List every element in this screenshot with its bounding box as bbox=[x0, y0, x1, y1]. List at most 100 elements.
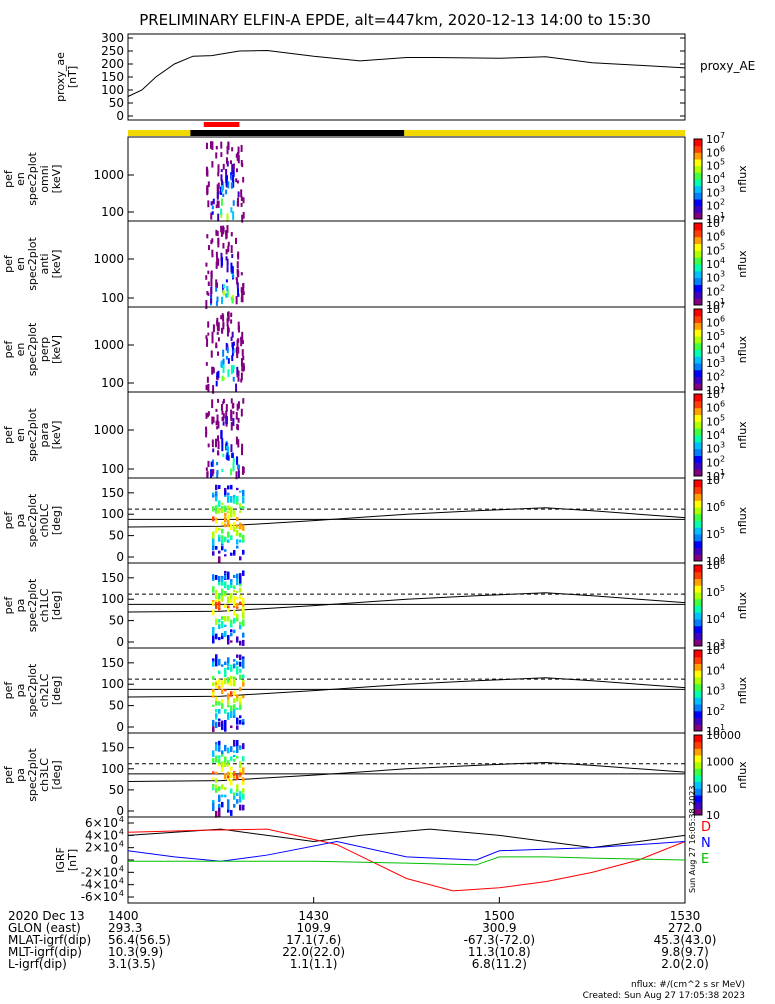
spectrogram-blob bbox=[205, 311, 245, 394]
colorbar-segment bbox=[694, 250, 702, 258]
pitch-cell bbox=[224, 725, 227, 732]
pitch-cell bbox=[212, 771, 215, 775]
y-axis-label: ch1LC bbox=[38, 588, 51, 622]
colorbar-tick: 10 bbox=[706, 725, 720, 738]
spectrogram-cell bbox=[215, 261, 218, 269]
panel-frame bbox=[127, 477, 686, 564]
pitch-cell bbox=[215, 744, 218, 751]
spectrogram-cell bbox=[227, 312, 230, 317]
pitch-cell bbox=[242, 506, 245, 510]
colorbar-tick: 100 bbox=[706, 782, 727, 795]
pitch-cell bbox=[236, 539, 239, 545]
y-tick-label: 0 bbox=[110, 853, 118, 867]
pitch-cell bbox=[221, 537, 224, 544]
spectrogram-cell bbox=[230, 207, 233, 213]
colorbar-exp: 6 bbox=[720, 557, 725, 566]
spectrogram-cell bbox=[237, 417, 240, 423]
spectrogram-cell bbox=[232, 348, 235, 354]
colorbar-tick: 10 bbox=[706, 501, 720, 514]
pitch-cell bbox=[239, 674, 242, 680]
colorbar-tick: 10 bbox=[706, 160, 720, 173]
colorbar-exp: 4 bbox=[720, 256, 725, 265]
spectrogram-cell bbox=[231, 343, 234, 350]
pitch-cell bbox=[236, 545, 239, 549]
pitch-cell bbox=[233, 704, 236, 709]
spectrogram-cell bbox=[210, 350, 213, 358]
colorbar-tick: 10 bbox=[706, 303, 720, 316]
pitch-cell bbox=[221, 593, 224, 598]
pitch-cell bbox=[236, 526, 239, 529]
spectrogram-cell bbox=[207, 281, 210, 287]
footer-row-value: 293.3 bbox=[108, 921, 142, 935]
pitch-cell bbox=[227, 573, 230, 580]
colorbar-tick: 10 bbox=[706, 429, 720, 442]
pitch-cell bbox=[221, 699, 224, 703]
y-axis-label: ela bbox=[0, 171, 3, 188]
pitch-cell bbox=[218, 718, 221, 721]
pitch-cell bbox=[233, 494, 236, 500]
spectrogram-cell bbox=[231, 294, 234, 300]
colorbar-segment bbox=[694, 336, 702, 344]
colorbar-tick: 10 bbox=[706, 371, 720, 384]
spectrogram-cell bbox=[215, 152, 218, 159]
colorbar-frame bbox=[693, 649, 703, 732]
pitch-cell bbox=[212, 610, 215, 616]
spectrogram-cell bbox=[222, 421, 225, 426]
pitch-cell bbox=[218, 625, 221, 629]
spectrogram-cell bbox=[232, 274, 235, 279]
y-axis-label: IGRF bbox=[54, 847, 67, 873]
pitch-cell bbox=[221, 680, 224, 688]
y-tick-label: 100 bbox=[101, 376, 124, 390]
y-axis-label: spec2plot bbox=[26, 152, 39, 206]
y-axis-label: ela bbox=[0, 256, 3, 273]
colorbar-segment bbox=[694, 291, 702, 299]
spectrogram-cell bbox=[217, 186, 220, 193]
footer-row-value: -67.3(-72.0) bbox=[464, 933, 535, 947]
spectrogram-cell bbox=[206, 189, 209, 194]
colorbar-segment bbox=[694, 462, 702, 470]
spectrogram-cell bbox=[226, 146, 229, 150]
colorbar-label: nflux bbox=[736, 676, 749, 704]
spectrogram-cell bbox=[225, 157, 228, 164]
pitch-cell bbox=[239, 804, 242, 811]
proxy-ae-line bbox=[127, 49, 686, 97]
pitch-cell bbox=[242, 611, 245, 619]
spectrogram-cell bbox=[207, 200, 210, 208]
y-axis-label: pef bbox=[2, 681, 15, 700]
pitch-cell bbox=[230, 593, 233, 599]
spectrogram-cell bbox=[226, 331, 229, 337]
colorbar-segment bbox=[694, 670, 702, 678]
colorbar-segment bbox=[694, 527, 702, 535]
spectrogram-cell bbox=[222, 314, 225, 322]
colorbar-segment bbox=[694, 145, 702, 153]
panel-ch3LC: ela pef pa spec2plot ch3LC [deg]0501001501010… bbox=[0, 729, 749, 822]
pitch-cell bbox=[233, 803, 236, 808]
spectrogram-cell bbox=[216, 426, 219, 430]
spectrogram-cell bbox=[220, 429, 223, 439]
y-axis-label: ela bbox=[0, 767, 3, 784]
spectrogram-cell bbox=[205, 384, 208, 391]
spectrogram-cell bbox=[241, 331, 244, 340]
colorbar-frame bbox=[693, 138, 703, 220]
pitch-cell bbox=[233, 754, 236, 758]
colorbar-segment bbox=[694, 165, 702, 173]
pitch-cell bbox=[242, 661, 245, 669]
spectrogram-cell bbox=[217, 435, 220, 442]
pitch-cell bbox=[236, 792, 239, 796]
colorbar-segment bbox=[694, 329, 702, 337]
spectrogram-cell bbox=[225, 355, 228, 360]
footer-row-value: 272.0 bbox=[668, 921, 702, 935]
spectrogram-cell bbox=[207, 460, 210, 468]
spectrogram-cell bbox=[232, 365, 235, 370]
pitch-cell bbox=[239, 625, 242, 629]
colorbar-segment bbox=[694, 205, 702, 213]
spectrogram-cell bbox=[241, 214, 244, 223]
pitch-cell bbox=[239, 532, 242, 538]
spectrogram-cell bbox=[215, 380, 218, 387]
spectrogram-cell bbox=[240, 287, 243, 293]
spectrogram-cell bbox=[240, 272, 243, 276]
colorbar-exp: 3 bbox=[720, 683, 725, 692]
